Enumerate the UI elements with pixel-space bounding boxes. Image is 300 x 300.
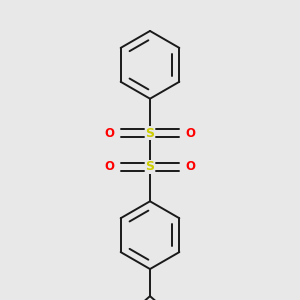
Text: S: S (146, 160, 154, 173)
Text: O: O (105, 160, 115, 173)
Text: S: S (146, 127, 154, 140)
Text: O: O (185, 127, 195, 140)
Text: O: O (185, 160, 195, 173)
Text: O: O (105, 127, 115, 140)
